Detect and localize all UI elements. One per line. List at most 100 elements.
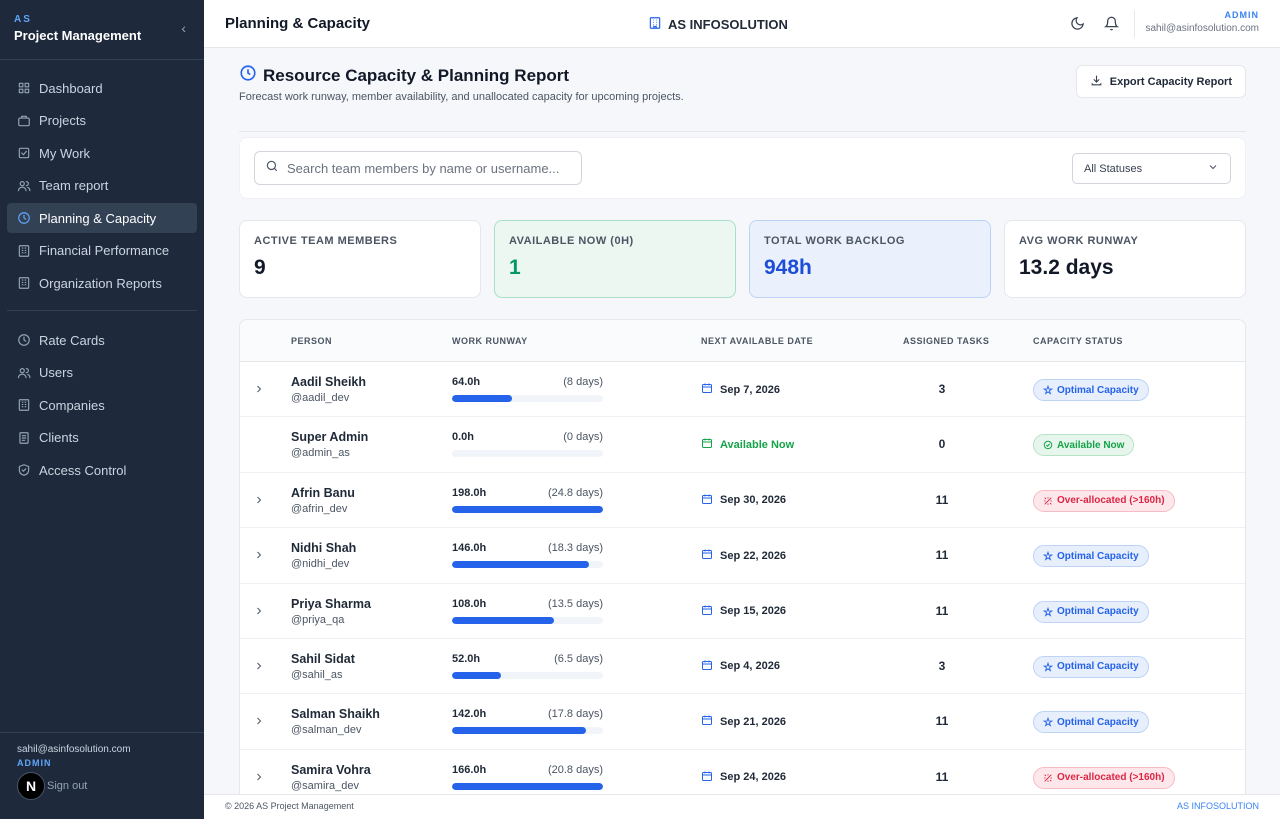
chevron-right-icon[interactable] [253,714,265,732]
sidebar-item-label: Access Control [39,462,127,478]
sidebar-item-label: My Work [39,145,91,161]
runway-progress-fill [452,395,513,402]
table-row[interactable]: Aadil Sheikh @aadil_dev 64.0h (8 days) Sep 7… [240,362,1245,418]
table-row[interactable]: Sahil Sidat @sahil_as 52.0h (6.5 days) Sep 4… [240,639,1245,695]
export-capacity-report-button[interactable]: Export Capacity Report [1075,65,1246,98]
search-input[interactable] [287,160,567,176]
next-available-date-text: Sep 4, 2026 [720,660,780,673]
sidebar-item-dashboard[interactable]: Dashboard [7,73,197,103]
sidebar-item-label: Clients [39,430,79,445]
runway-days: (20.8 days) [547,763,603,776]
person-username: @admin_as [291,447,350,460]
nav-divider [7,310,197,311]
runway-days: (6.5 days) [554,652,603,665]
runway-progress-fill [452,561,590,569]
assigned-tasks-count: 0 [938,437,946,452]
next-available-date-text: Sep 22, 2026 [720,549,787,562]
table-row[interactable]: Nidhi Shah @nidhi_dev 146.0h (18.3 days) Sep… [240,528,1245,584]
capacity-status-badge: Optimal Capacity [1033,545,1149,568]
chevron-right-icon[interactable] [253,770,265,788]
stat-card-active-team-members: ACTIVE TEAM MEMBERS 9 [239,220,481,298]
sign-out-button[interactable]: N Sign out [17,772,187,800]
download-icon [1090,74,1110,90]
table-row[interactable]: Afrin Banu @afrin_dev 198.0h (24.8 days) Sep… [240,473,1245,529]
stat-label: AVAILABLE NOW (0H) [509,235,634,247]
person-name: Samira Vohra [291,762,371,777]
sidebar-item-clients[interactable]: Clients [7,423,197,453]
collapse-sidebar-button[interactable]: ‹ [181,20,186,36]
page-footer: © 2026 AS Project Management AS INFOSOLU… [204,794,1280,819]
header-user[interactable]: ADMIN sahil@asinfosolution.com [1145,10,1259,34]
runway-progress-bar [452,727,603,735]
status-filter-value: All Statuses [1084,162,1143,175]
chevron-down-icon [1207,161,1219,176]
next-available-date-text: Sep 21, 2026 [720,715,787,728]
capacity-status-badge: Optimal Capacity [1033,655,1149,678]
runway-progress-fill [452,782,603,790]
sidebar-item-label: Dashboard [39,80,103,96]
calendar-icon [701,382,720,397]
sidebar-item-label: Financial Performance [39,243,170,258]
stat-value: 13.2 days [1019,256,1114,279]
capacity-status-text: Optimal Capacity [1057,661,1139,673]
building-icon [17,244,31,258]
next-available-date: Sep 7, 2026 [701,382,780,397]
sidebar-item-access-control[interactable]: Access Control [7,455,197,485]
sidebar: AS Project Management ‹ Dashboard Project… [0,0,204,819]
sidebar-item-rate-cards[interactable]: Rate Cards [7,325,197,355]
capacity-status-text: Optimal Capacity [1057,606,1139,618]
sidebar-item-label: Team report [39,178,109,193]
runway-progress-bar [452,561,603,569]
person-name: Aadil Sheikh [291,375,367,389]
grid-icon [17,81,31,95]
chevron-right-icon[interactable] [253,548,265,566]
runway-progress-bar [452,616,603,624]
shield-icon [17,463,31,477]
col-assigned-tasks: ASSIGNED TASKS [903,336,990,346]
stat-card-avg-work-runway: AVG WORK RUNWAY 13.2 days [1004,220,1246,298]
sidebar-item-companies[interactable]: Companies [7,390,197,420]
sparkle-icon [1043,606,1057,617]
col-work-runway: WORK RUNWAY [452,336,528,346]
sidebar-item-financial-performance[interactable]: Financial Performance [7,236,197,266]
chevron-right-icon[interactable] [253,382,265,400]
chevron-right-icon[interactable] [253,659,265,677]
sidebar-item-label: Organization Reports [39,275,162,291]
bell-icon[interactable] [1103,16,1120,36]
sidebar-item-label: Users [39,365,73,380]
moon-icon[interactable] [1070,16,1085,36]
footer-copyright: © 2026 AS Project Management [225,801,354,811]
chevron-right-icon[interactable] [253,493,265,511]
table-row: Super Admin @admin_as 0.0h (0 days) Availabl… [240,417,1245,473]
sidebar-item-my-work[interactable]: My Work [7,138,197,168]
runway-progress-bar [452,505,603,513]
next-available-date: Sep 4, 2026 [701,659,780,674]
sidebar-item-planning-capacity[interactable]: Planning & Capacity [7,203,197,233]
chevron-right-icon[interactable] [253,604,265,622]
assigned-tasks-count: 11 [935,714,949,729]
runway-progress-bar [452,395,603,402]
brand-abbreviation: AS [14,14,32,25]
calendar-icon [701,659,720,674]
page-heading: Resource Capacity & Planning Report Fore… [239,64,1246,132]
alert-icon [1043,496,1057,506]
next-available-date: Sep 21, 2026 [701,714,786,729]
table-row[interactable]: Samira Vohra @samira_dev 166.0h (20.8 days)… [240,750,1245,794]
sidebar-item-label: Companies [39,397,105,413]
next-available-date: Sep 15, 2026 [701,604,786,619]
next-available-date-text: Sep 24, 2026 [720,771,787,784]
sidebar-item-organization-reports[interactable]: Organization Reports [7,268,197,298]
status-filter-select[interactable]: All Statuses [1072,153,1231,184]
person-username: @sahil_as [291,668,343,681]
sidebar-user-email: sahil@asinfosolution.com [17,744,131,755]
calendar-icon [701,437,720,452]
person-name: Afrin Banu [291,485,355,500]
search-box[interactable] [254,151,582,185]
sidebar-item-team-report[interactable]: Team report [7,171,197,201]
table-row[interactable]: Salman Shaikh @salman_dev 142.0h (17.8 days… [240,694,1245,750]
sidebar-item-users[interactable]: Users [7,358,197,388]
table-row[interactable]: Priya Sharma @priya_qa 108.0h (13.5 days) Se… [240,584,1245,639]
runway-hours: 146.0h [452,542,487,555]
calendar-icon [701,714,720,729]
sidebar-item-projects[interactable]: Projects [7,106,197,136]
